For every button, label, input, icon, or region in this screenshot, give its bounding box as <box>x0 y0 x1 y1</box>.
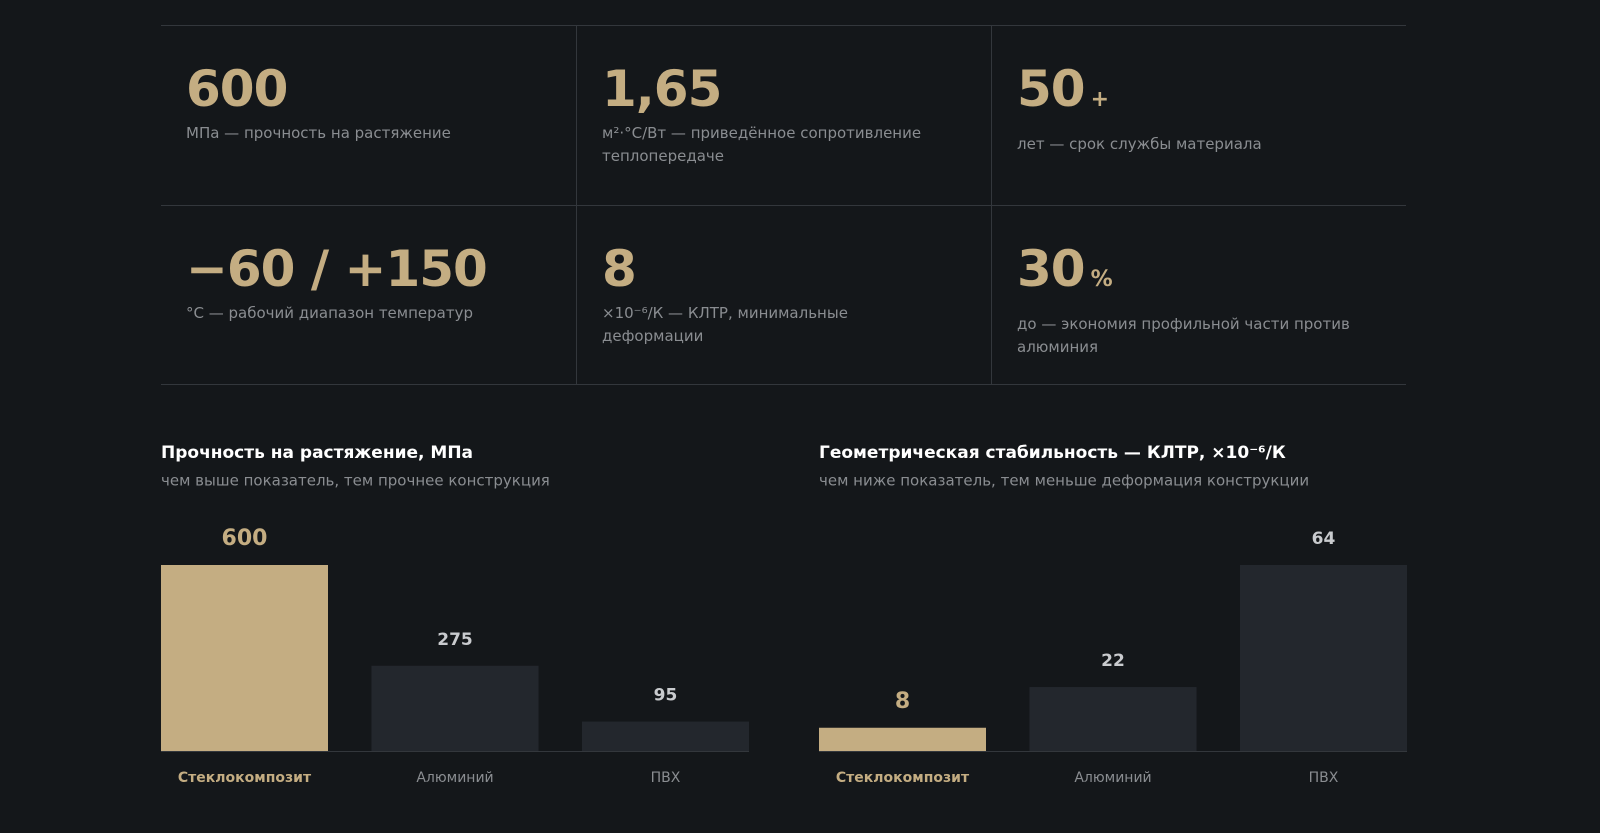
bar <box>371 665 539 751</box>
value-label: 275 <box>437 630 473 650</box>
stat-caption: °С — рабочий диапазон температур <box>186 304 473 322</box>
stats-grid: 600 МПа — прочность на растяжение 1,65 м²·°… <box>161 25 1406 385</box>
stat-cell: −60 / +150 °С — рабочий диапазон температ… <box>161 205 576 384</box>
stat-caption: до — экономия профильной части против ал… <box>1017 315 1350 356</box>
stat-number: 600 <box>186 60 288 118</box>
stat-value: −60 / +150 <box>186 240 551 298</box>
chart-subtitle: чем выше показатель, тем прочнее констру… <box>161 472 550 490</box>
chart-subtitle: чем ниже показатель, тем меньше деформац… <box>819 472 1309 490</box>
bar <box>1240 565 1407 751</box>
value-label: 22 <box>1101 651 1125 671</box>
category-label: Алюминий <box>416 770 493 786</box>
stat-value: 30% <box>1017 240 1381 309</box>
stat-suffix: + <box>1090 87 1109 112</box>
stat-number: −60 / +150 <box>186 240 488 298</box>
stat-caption: ×10⁻⁶/К — КЛТР, минимальные деформации <box>602 304 848 345</box>
stat-caption: м²·°С/Вт — приведённое сопротивление теп… <box>602 124 922 165</box>
stat-cell: 30% до — экономия профильной части против… <box>991 205 1406 384</box>
stat-cell: 1,65 м²·°С/Вт — приведённое сопротивление… <box>576 26 991 205</box>
value-label: 64 <box>1312 529 1336 549</box>
stat-caption: лет — срок службы материала <box>1017 135 1262 153</box>
stat-cell: 600 МПа — прочность на растяжение <box>161 26 576 205</box>
bar <box>161 565 328 751</box>
category-label: ПВХ <box>651 770 681 786</box>
stat-value: 8 <box>602 240 966 298</box>
category-label: ПВХ <box>1309 770 1339 786</box>
category-label: Алюминий <box>1074 770 1151 786</box>
bar <box>819 727 986 751</box>
stat-number: 30 <box>1017 240 1086 298</box>
stat-value: 600 <box>186 60 551 118</box>
stat-caption: МПа — прочность на растяжение <box>186 124 451 142</box>
stat-value: 50 + <box>1017 60 1381 129</box>
stat-suffix: % <box>1090 267 1113 292</box>
chart-title: Прочность на растяжение, МПа <box>161 443 473 463</box>
stat-number: 50 <box>1017 60 1086 118</box>
value-label: 8 <box>895 689 910 714</box>
stat-cell: 8 ×10⁻⁶/К — КЛТР, минимальные деформации <box>576 205 991 384</box>
stat-value: 1,65 <box>602 60 966 118</box>
chart-title: Геометрическая стабильность — КЛТР, ×10⁻… <box>819 443 1286 463</box>
stat-number: 1,65 <box>602 60 722 118</box>
category-label: Стеклокомпозит <box>178 770 312 786</box>
bar <box>1029 687 1197 751</box>
stat-number: 8 <box>602 240 637 298</box>
stat-cell: 50 + лет — срок службы материала <box>991 26 1406 205</box>
bar <box>582 721 749 751</box>
category-label: Стеклокомпозит <box>836 770 970 786</box>
value-label: 600 <box>222 526 268 551</box>
value-label: 95 <box>654 686 678 706</box>
